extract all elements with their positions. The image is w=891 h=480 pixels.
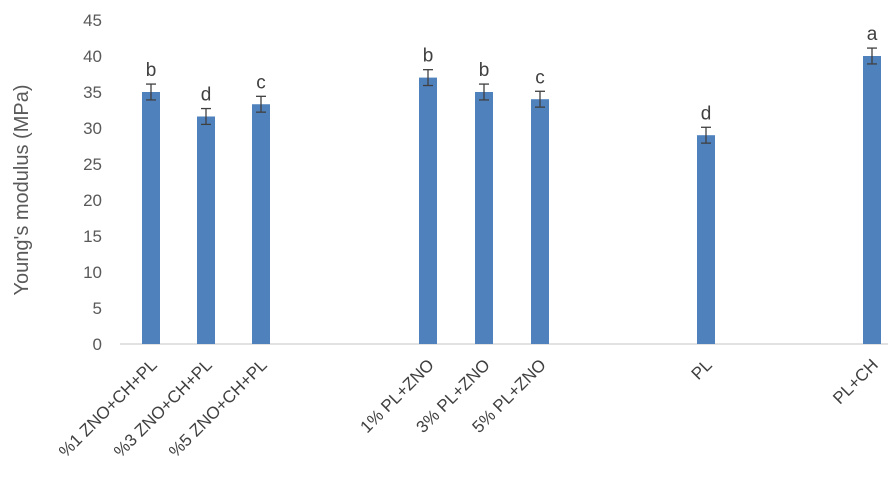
bar [475, 92, 493, 344]
y-tick-label: 15 [83, 227, 102, 246]
bar [419, 77, 437, 344]
significance-label: b [423, 46, 434, 67]
y-tick-label: 20 [83, 191, 102, 210]
significance-label: b [146, 60, 157, 81]
y-tick-label: 5 [93, 299, 102, 318]
significance-label: d [201, 85, 212, 106]
significance-label: a [867, 24, 878, 45]
x-category-label: %1 ZNO+CH+PL [55, 355, 161, 461]
bar [252, 104, 270, 345]
significance-label: c [256, 72, 266, 93]
error-bar [146, 83, 156, 101]
error-bar [867, 47, 877, 65]
y-tick-label: 30 [83, 119, 102, 138]
significance-label: b [479, 60, 490, 81]
y-axis-title: Young's modulus (MPa) [11, 85, 33, 296]
x-category-label: PL [688, 355, 716, 383]
bar [197, 116, 215, 344]
x-category-label: PL+CH [829, 355, 882, 408]
y-tick-label: 35 [83, 83, 102, 102]
error-bar [256, 95, 266, 113]
y-tick-label: 25 [83, 155, 102, 174]
error-bar [201, 107, 211, 126]
x-category-label: %5 ZNO+CH+PL [165, 355, 271, 461]
error-bar [479, 83, 489, 101]
significance-label: c [535, 67, 545, 88]
x-category-label: %3 ZNO+CH+PL [110, 355, 216, 461]
significance-label: d [701, 103, 712, 124]
bar [531, 99, 549, 344]
y-tick-label: 10 [83, 263, 102, 282]
bar [142, 92, 160, 344]
bar [863, 56, 881, 344]
y-tick-label: 40 [83, 47, 102, 66]
y-tick-label: 45 [83, 11, 102, 30]
y-tick-label: 0 [93, 335, 102, 354]
error-bar [535, 90, 545, 108]
error-bar [423, 69, 433, 87]
bar [697, 135, 715, 344]
error-bar [701, 126, 711, 144]
